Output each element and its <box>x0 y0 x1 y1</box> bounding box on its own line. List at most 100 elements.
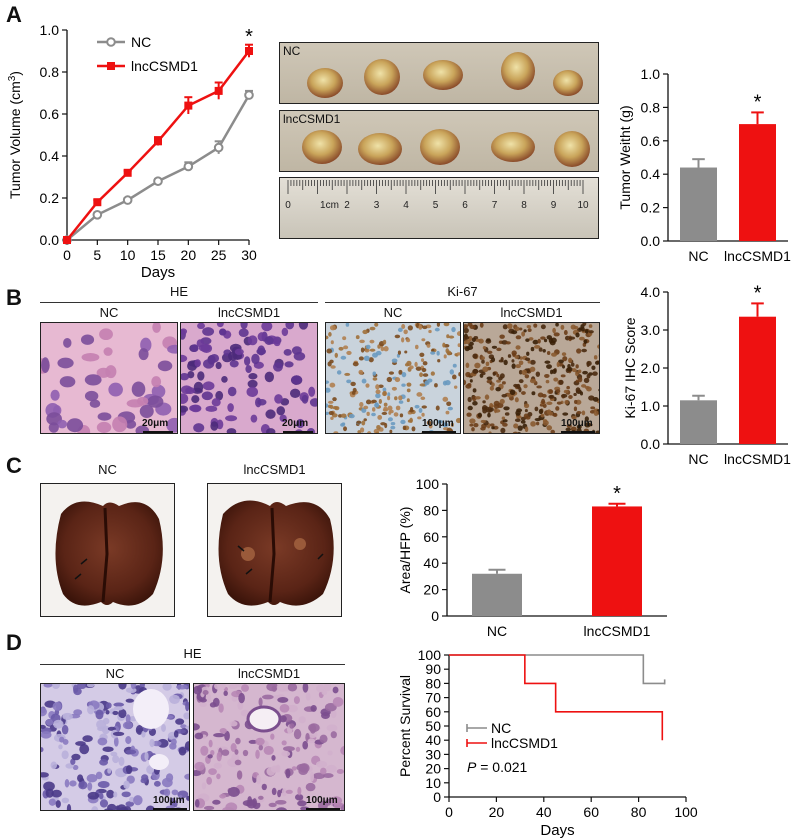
tissue-cell <box>419 383 426 387</box>
tissue-cell <box>400 419 406 425</box>
tissue-cell <box>469 418 476 424</box>
tissue-cell <box>171 789 179 796</box>
tissue-cell <box>161 724 166 732</box>
tissue-cell <box>372 377 378 381</box>
tissue-cell <box>490 404 494 408</box>
tissue-cell <box>321 711 330 720</box>
tissue-cell <box>467 383 472 387</box>
tissue-cell <box>279 414 287 422</box>
tissue-cell <box>365 399 372 405</box>
ki67-score-y-tick-label: 2.0 <box>641 360 661 376</box>
tissue-cell <box>388 410 392 415</box>
tv-point-nc <box>153 176 163 186</box>
tumor-weight-y-tick-label: 0.2 <box>641 200 661 216</box>
tissue-cell <box>482 346 487 350</box>
tissue-cell <box>170 738 177 746</box>
tissue-cell <box>330 340 334 345</box>
tissue-cell <box>374 402 379 407</box>
tissue-cell <box>491 357 496 363</box>
tissue-cell <box>545 379 550 384</box>
tissue-cell <box>369 348 376 352</box>
ki67-score-y-tick-label: 1.0 <box>641 398 661 414</box>
tissue-cell <box>526 324 532 329</box>
tissue-cell <box>482 405 488 411</box>
tissue-cell <box>467 396 472 403</box>
tissue-cell <box>524 408 528 413</box>
tissue-cell <box>329 325 336 331</box>
area-hfp-y-label: Area/HFP (%) <box>397 507 413 594</box>
tissue-cell <box>87 791 100 800</box>
tissue-cell <box>136 396 149 406</box>
tissue-cell <box>89 399 101 408</box>
tissue-cell <box>491 382 495 387</box>
tissue-cell <box>63 337 72 348</box>
tissue-cell <box>272 362 283 372</box>
d-he-image-lnccsmd1 <box>193 683 345 811</box>
tissue-cell <box>189 404 201 412</box>
tissue-cell <box>216 323 224 328</box>
tissue-cell <box>428 329 432 334</box>
tissue-cell <box>194 685 203 695</box>
tissue-cell <box>125 749 137 755</box>
tissue-cell <box>41 747 44 753</box>
tumor-nodules-nc <box>307 52 583 98</box>
tissue-cell <box>422 325 428 330</box>
d-scale-nc: 100μm <box>153 795 185 806</box>
tissue-cell <box>446 334 450 339</box>
surv-y-tick-label: 20 <box>425 761 441 777</box>
tissue-cell <box>309 771 315 782</box>
tissue-cell <box>358 369 364 375</box>
tissue-cell <box>226 428 237 433</box>
tissue-cell <box>257 332 267 342</box>
chart-ki67-score: 0.0 1.0 2.0 3.0 4.0 NC lncCSMD1 * Ki-67 IHC Scor… <box>622 282 791 467</box>
scalebar-he-lnccsmd1 <box>283 431 313 433</box>
ki67-score-bar-lnccsmd1 <box>739 316 776 444</box>
tissue-cell <box>467 323 473 327</box>
tissue-cell <box>51 789 62 798</box>
tissue-cell <box>391 386 397 391</box>
area-hfp-y-tick-label: 60 <box>423 529 439 545</box>
tissue-cell <box>181 328 188 335</box>
tissue-cell <box>369 339 375 344</box>
tissue-cell <box>257 345 266 356</box>
tv-legend-label-lnccsmd1: lncCSMD1 <box>131 58 198 74</box>
tissue-cell <box>449 369 454 375</box>
tissue-cell <box>41 724 46 729</box>
tissue-cell <box>375 431 380 433</box>
tissue-cell <box>540 336 546 340</box>
tissue-cell <box>453 385 458 389</box>
tissue-cell <box>205 693 212 703</box>
he-image-nc <box>40 322 178 434</box>
tissue-cell <box>263 745 274 755</box>
tissue-cell <box>452 374 457 380</box>
tissue-cell <box>514 326 520 332</box>
tissue-cell <box>428 423 433 429</box>
tissue-cell <box>112 731 125 736</box>
tissue-cell <box>225 802 238 810</box>
tissue-cell <box>573 399 578 405</box>
tissue-cell <box>61 750 69 760</box>
scale-ki-lnccsmd1: 100μm <box>561 418 593 429</box>
ki67-score-y-tick-label: 3.0 <box>641 322 661 338</box>
tissue-cell <box>352 361 359 367</box>
tissue-cell <box>420 358 425 362</box>
surv-x-tick-label: 80 <box>631 804 647 820</box>
tissue-cell <box>103 347 113 356</box>
ki67-score-category-label: NC <box>688 451 708 467</box>
tissue-cell <box>366 411 370 416</box>
tissue-cell <box>566 385 570 390</box>
tissue-cell <box>358 356 364 361</box>
tissue-cell <box>520 419 526 424</box>
tissue-cell <box>268 802 277 808</box>
surv-y-tick-label: 30 <box>425 746 441 762</box>
tissue-cell <box>382 339 387 345</box>
area-hfp-y-tick-label: 40 <box>423 555 439 571</box>
ruler-label: 0 <box>285 200 291 211</box>
tissue-cell <box>97 780 110 789</box>
tissue-cell <box>169 694 181 705</box>
tissue-cell <box>340 355 347 360</box>
tissue-cell <box>527 360 531 364</box>
tissue-cell <box>481 359 485 364</box>
tissue-cell <box>340 413 347 418</box>
tissue-cell <box>401 372 407 378</box>
